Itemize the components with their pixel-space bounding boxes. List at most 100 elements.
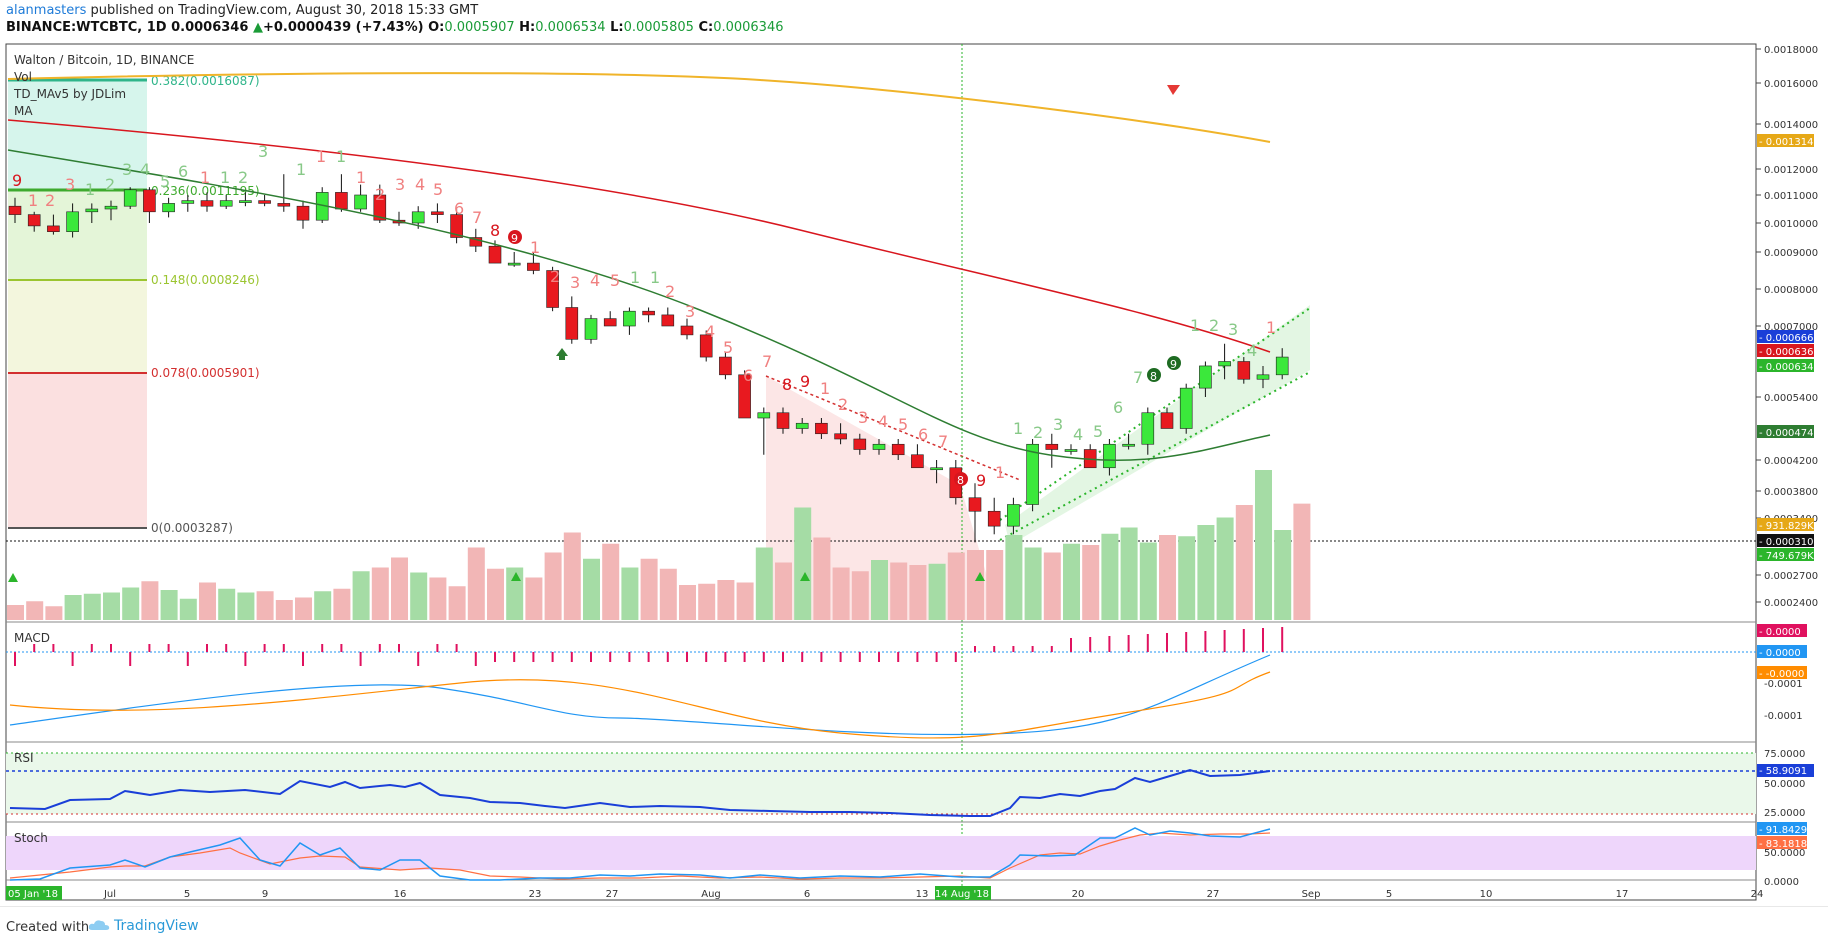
macd-title: MACD: [14, 631, 50, 645]
macd-label-text: - 0.0000: [1759, 627, 1801, 638]
price-tick-label: 0.0008000: [1764, 285, 1818, 296]
time-tick-label: 20: [1072, 889, 1085, 900]
fib-retracement[interactable]: 0.382(0.0016087) 0.236(0.0011195) 0.148(…: [8, 74, 260, 535]
candle-body: [1007, 504, 1020, 527]
symbol-ohlc-line: BINANCE:WTCBTC, 1D 0.0006346 ▲+0.0000439…: [6, 20, 784, 35]
volume-bar: [986, 550, 1004, 620]
svg-text:4: 4: [415, 175, 425, 194]
volume-bar: [122, 587, 140, 620]
volume-bar: [659, 568, 677, 620]
candle-body: [968, 497, 982, 512]
time-tick-label: 6: [804, 889, 810, 900]
candle-body: [66, 211, 79, 233]
svg-text:2: 2: [1033, 423, 1043, 442]
macd-line: [9, 654, 1271, 736]
macd-axis[interactable]: 0.0000-0.0001-0.0001- 0.0000- 0.0000- -0…: [1757, 624, 1807, 722]
volume-bar: [602, 543, 620, 620]
author-link[interactable]: alanmasters: [6, 3, 87, 18]
price-tick-label: 0.0009000: [1764, 248, 1818, 259]
price-tick-label: 0.0018000: [1764, 45, 1818, 56]
volume-bar: [717, 580, 735, 620]
svg-text:3: 3: [858, 408, 868, 427]
macd-signal-line: [9, 671, 1271, 739]
up-channel-upper[interactable]: [999, 307, 1311, 521]
time-tick-label: 17: [1616, 889, 1629, 900]
time-axis[interactable]: 05 Jan '18 Jul 5 9 16 23 27 Aug 6 13 14 Aug '18 20 2…: [6, 886, 1763, 900]
svg-text:1: 1: [1013, 419, 1023, 438]
candle-body: [891, 443, 905, 456]
candle-body: [776, 412, 790, 429]
price-label-badge: [1757, 425, 1814, 438]
volume-bar: [1159, 535, 1176, 620]
candle-body: [277, 203, 291, 207]
footer-brand[interactable]: TradingView: [114, 918, 199, 934]
legend-vol[interactable]: Vol: [14, 70, 32, 84]
svg-text:4: 4: [1247, 341, 1257, 360]
candle-body: [85, 208, 99, 213]
price-tick-label: 0.0002700: [1764, 571, 1818, 582]
candle-body: [642, 310, 655, 316]
time-tick-label: 5: [1386, 889, 1392, 900]
volume-bar: [736, 582, 754, 620]
stoch-band: [6, 836, 1756, 870]
macd-tick-label: -0.0001: [1764, 679, 1803, 690]
open-value: 0.0005907: [444, 20, 515, 35]
svg-text:1: 1: [820, 379, 830, 398]
candle-body: [987, 510, 1001, 527]
volume-bar: [256, 591, 274, 620]
volume-bar: [928, 563, 946, 620]
time-tick-label: Aug: [701, 889, 721, 900]
price-axis[interactable]: 0.0018000 0.0016000 0.0014000 0.0012000 0.00…: [1756, 45, 1820, 609]
candle-body: [1103, 443, 1116, 469]
rsi-tick-label: 50.0000: [1764, 779, 1805, 790]
down-trendline[interactable]: [765, 375, 1021, 481]
svg-text:7: 7: [762, 352, 772, 371]
fib-label-1: 0.382(0.0016087): [151, 74, 260, 88]
volume-bar: [1024, 547, 1042, 620]
price-label-text: - 749.679K: [1759, 551, 1814, 562]
price-label-text: - 0.0006362: [1759, 347, 1820, 358]
volume-bar: [1178, 536, 1196, 620]
svg-text:1: 1: [650, 268, 660, 287]
sell-signal-icon: [1167, 85, 1180, 95]
svg-text:1: 1: [296, 160, 306, 179]
price-label-text: - 0.0013141: [1759, 137, 1820, 148]
volume-bar: [640, 558, 658, 620]
rsi-axis[interactable]: 75.0000 50.0000 25.0000 - 58.9091: [1757, 749, 1814, 819]
candle-body: [258, 200, 271, 204]
volume-bar: [410, 572, 428, 620]
svg-text:1: 1: [220, 168, 230, 187]
svg-text:2: 2: [1209, 316, 1219, 335]
macd-label-badge: [1757, 624, 1807, 637]
svg-text:3: 3: [122, 160, 132, 179]
volume-bar: [679, 585, 696, 620]
stoch-label-badge: [1757, 822, 1807, 835]
svg-text:3: 3: [570, 273, 580, 292]
stoch-axis[interactable]: 50.0000 0.0000 - 91.8429 - 83.1818: [1757, 822, 1807, 888]
volume-bar: [1082, 545, 1100, 620]
volume-bar: [7, 605, 24, 620]
volume-bar: [467, 547, 485, 620]
price-label-badge: [1757, 518, 1814, 531]
svg-text:3: 3: [1228, 320, 1238, 339]
td-markers: 9 8 8 9: [8, 85, 1181, 582]
price-tick-label: 0.0007000: [1764, 322, 1818, 333]
time-tick-label: 10: [1480, 889, 1493, 900]
stoch-d-line: [9, 832, 1271, 880]
candle-body: [104, 205, 118, 210]
volume-bar: [391, 557, 408, 620]
volume-bar: [314, 591, 332, 620]
candle-body: [795, 422, 809, 429]
time-label-badge: [6, 886, 62, 900]
chart-canvas[interactable]: 0.382(0.0016087) 0.236(0.0011195) 0.148(…: [0, 0, 1828, 906]
legend-td[interactable]: TD_MAv5 by JDLim: [13, 87, 126, 101]
svg-text:1: 1: [530, 238, 540, 257]
macd-label-badge: [1757, 645, 1807, 658]
svg-text:2: 2: [838, 395, 848, 414]
svg-text:1: 1: [1266, 318, 1276, 337]
legend-ma[interactable]: MA: [14, 104, 33, 118]
svg-text:2: 2: [105, 175, 115, 194]
candle-body: [123, 189, 137, 207]
candle-body: [1256, 374, 1270, 380]
volume-bar: [429, 577, 447, 620]
